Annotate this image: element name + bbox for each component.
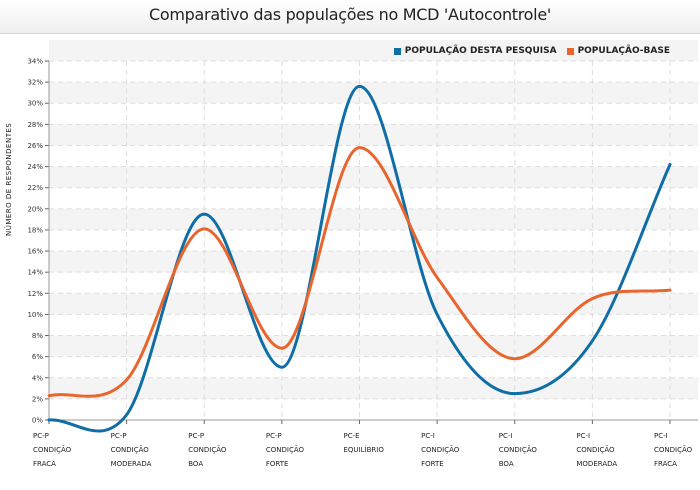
x-axis-ticks: PC-P CONDIÇÃO FRACA PC-P CONDIÇÃO MODERADA PC-… bbox=[33, 419, 698, 468]
x-tick-label: BOA bbox=[188, 460, 203, 468]
x-tick-label: CONDIÇÃO bbox=[111, 445, 150, 454]
x-tick-label: CONDIÇÃO bbox=[266, 445, 305, 454]
legend-swatch bbox=[566, 47, 574, 55]
plot-band bbox=[49, 39, 698, 61]
x-tick-label: FORTE bbox=[266, 460, 289, 468]
plot-band bbox=[49, 166, 698, 188]
x-tick-label: MODERADA bbox=[111, 460, 152, 468]
y-tick-label: 34% bbox=[27, 58, 43, 66]
plot-band bbox=[49, 208, 698, 230]
legend-item-series-2[interactable]: POPULAÇÃO-BASE bbox=[566, 46, 670, 56]
x-tick-label: PC-P bbox=[266, 432, 282, 440]
y-tick-label: 14% bbox=[27, 269, 43, 277]
plot-band bbox=[49, 251, 698, 273]
x-tick-label: PC-P bbox=[188, 432, 204, 440]
y-tick-label: 30% bbox=[27, 100, 43, 108]
y-tick-label: 26% bbox=[27, 142, 43, 150]
plot-band bbox=[49, 82, 698, 104]
x-tick-label: CONDIÇÃO bbox=[33, 445, 72, 454]
y-tick-label: 32% bbox=[27, 79, 43, 87]
y-tick-label: 10% bbox=[27, 311, 43, 319]
y-tick-label: 6% bbox=[32, 353, 43, 361]
x-tick-label: PC-I bbox=[654, 432, 668, 440]
x-tick-label: EQUILÍBRIO bbox=[344, 445, 385, 454]
x-tick-label: PC-E bbox=[344, 432, 360, 440]
y-tick-label: 22% bbox=[27, 184, 43, 192]
x-tick-label: PC-I bbox=[576, 432, 590, 440]
legend-item-series-1[interactable]: POPULAÇÃO DESTA PESQUISA bbox=[393, 46, 557, 56]
x-tick-label: PC-P bbox=[33, 432, 49, 440]
y-tick-label: 2% bbox=[32, 395, 43, 403]
y-axis-ticks: 0% 2% 4% 6% 8% 10% 12% 14% 16% 18% 20% 22% 24% 26% 28%… bbox=[27, 58, 50, 425]
y-tick-label: 12% bbox=[27, 290, 43, 298]
y-tick-label: 20% bbox=[27, 205, 43, 213]
legend: POPULAÇÃO DESTA PESQUISA POPULAÇÃO-BASE bbox=[393, 46, 670, 56]
plot-band bbox=[49, 293, 698, 315]
plot-bands bbox=[49, 39, 698, 399]
x-tick-label: CONDIÇÃO bbox=[654, 445, 693, 454]
x-tick-label: FRACA bbox=[654, 460, 677, 468]
series-line-2 bbox=[47, 146, 672, 398]
gridlines bbox=[48, 60, 698, 421]
y-tick-label: 16% bbox=[27, 248, 43, 256]
y-tick-label: 24% bbox=[27, 163, 43, 171]
y-tick-label: 28% bbox=[27, 121, 43, 129]
y-axis-label: NÚMERO DE RESPONDENTES bbox=[5, 122, 13, 236]
legend-label: POPULAÇÃO DESTA PESQUISA bbox=[404, 46, 557, 56]
x-tick-label: FRACA bbox=[33, 460, 56, 468]
x-tick-label: FORTE bbox=[421, 460, 444, 468]
x-tick-label: CONDIÇÃO bbox=[188, 445, 227, 454]
series-line-1 bbox=[47, 84, 672, 433]
legend-label: POPULAÇÃO-BASE bbox=[577, 46, 670, 56]
plot-band bbox=[49, 377, 698, 399]
x-tick-label: PC-I bbox=[499, 432, 513, 440]
x-tick-label: BOA bbox=[499, 460, 514, 468]
x-tick-label: MODERADA bbox=[576, 460, 617, 468]
legend-swatch bbox=[393, 47, 401, 55]
y-tick-label: 4% bbox=[32, 374, 43, 382]
y-tick-label: 8% bbox=[32, 332, 43, 340]
x-tick-label: PC-I bbox=[421, 432, 435, 440]
x-tick-label: CONDIÇÃO bbox=[421, 445, 460, 454]
y-tick-label: 0% bbox=[32, 417, 43, 425]
plot-band bbox=[49, 124, 698, 146]
chart-title: Comparativo das populações no MCD 'Autoc… bbox=[149, 5, 551, 24]
y-tick-label: 18% bbox=[27, 226, 43, 234]
x-tick-label: CONDIÇÃO bbox=[576, 445, 615, 454]
title-bar: Comparativo das populações no MCD 'Autoc… bbox=[0, 0, 700, 34]
series-lines bbox=[47, 84, 672, 433]
x-tick-label: PC-P bbox=[111, 432, 127, 440]
x-tick-label: CONDIÇÃO bbox=[499, 445, 538, 454]
